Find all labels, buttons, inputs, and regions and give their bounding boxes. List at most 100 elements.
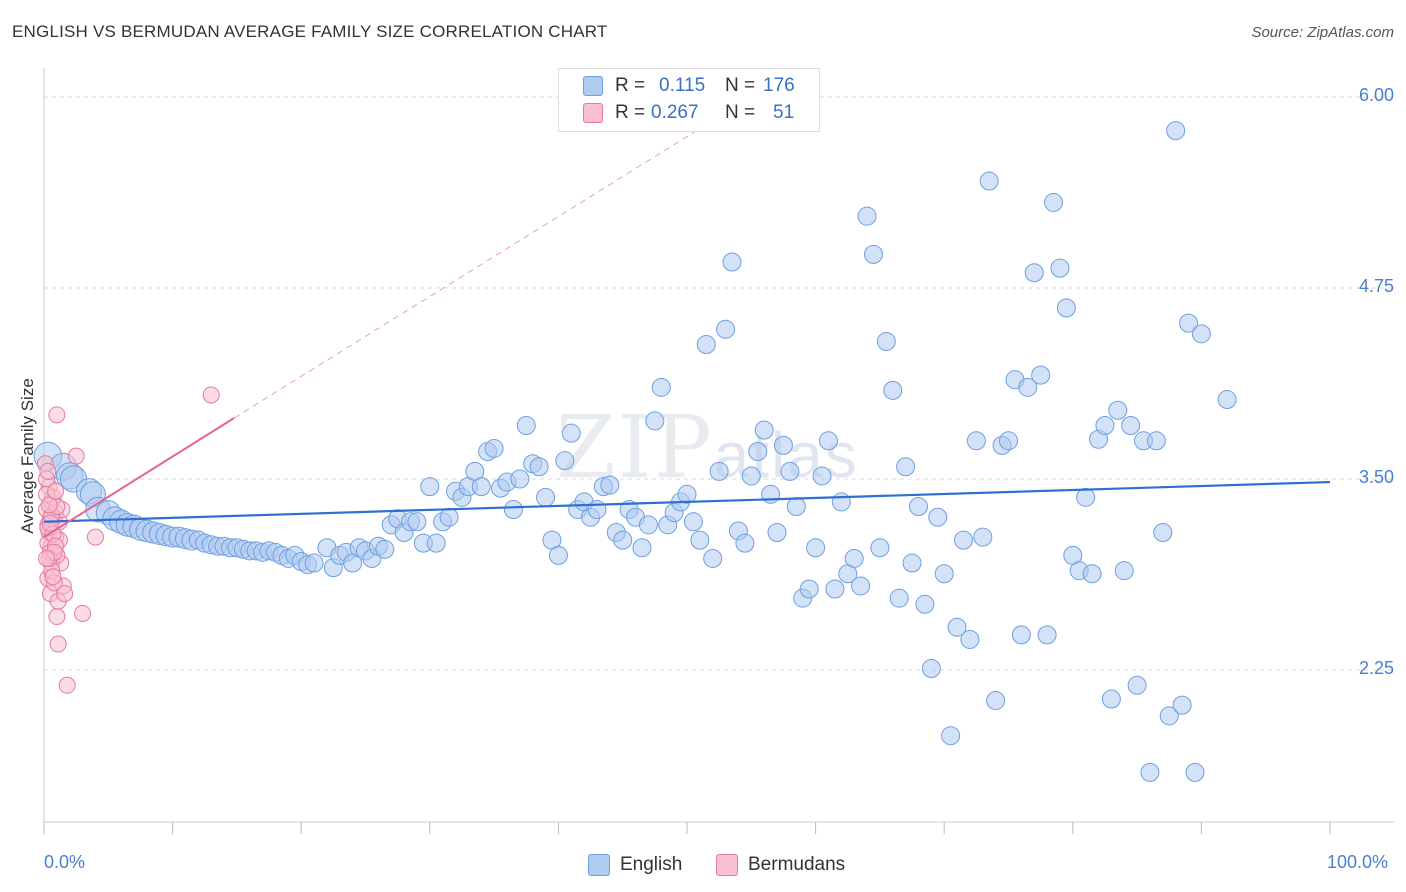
- correlation-legend: R = 0.115 N = 176 R = 0.267 N = 51: [558, 68, 820, 132]
- bermudans-point: [67, 447, 85, 465]
- english-point: [947, 617, 967, 637]
- bermudans-point: [38, 549, 56, 567]
- bermudans-point: [44, 568, 62, 586]
- english-point: [1011, 625, 1031, 645]
- bermudans-point: [49, 635, 67, 653]
- english-point: [818, 431, 838, 451]
- y-tick-label: 6.00: [1358, 85, 1394, 105]
- english-point: [638, 515, 658, 535]
- bermudans-point: [47, 482, 65, 500]
- english-point: [754, 420, 774, 440]
- english-trend-line: [43, 480, 1331, 523]
- english-point: [786, 497, 806, 517]
- english-point: [1172, 695, 1192, 715]
- english-point: [375, 539, 395, 559]
- english-point: [889, 588, 909, 608]
- english-point: [555, 451, 575, 471]
- english-point: [870, 538, 890, 558]
- bermudans-trend-extension: [234, 104, 739, 419]
- bermudans-trend-line: [43, 417, 235, 538]
- english-point: [561, 423, 581, 443]
- english-point: [883, 380, 903, 400]
- watermark: ZIPatlas: [556, 398, 859, 498]
- bermudans-point: [58, 676, 76, 694]
- english-point: [510, 469, 530, 489]
- bermudans-point: [48, 406, 66, 424]
- english-point: [1121, 416, 1141, 436]
- english-point: [812, 466, 832, 486]
- bermudans-point: [41, 514, 59, 532]
- english-point: [1146, 431, 1166, 451]
- english-point: [1159, 706, 1179, 726]
- legend-r-value: 0.115: [659, 75, 706, 96]
- english-point: [1140, 762, 1160, 782]
- english-point: [716, 319, 736, 339]
- english-point: [773, 435, 793, 455]
- english-point: [1114, 561, 1134, 581]
- english-point: [1217, 390, 1237, 410]
- english-point: [587, 500, 607, 520]
- english-point: [806, 538, 826, 558]
- bermudans-swatch: [716, 854, 738, 876]
- english-point: [645, 411, 665, 431]
- english-point: [1031, 365, 1051, 385]
- english-point: [902, 553, 922, 573]
- english-point: [1185, 762, 1205, 782]
- bermudans-point: [40, 496, 58, 514]
- english-point: [536, 487, 556, 507]
- x-tick-label-max: 100.0%: [1327, 852, 1389, 872]
- english-point: [426, 533, 446, 553]
- english-point: [1127, 675, 1147, 695]
- bermudans-point: [39, 462, 57, 480]
- english-point: [825, 579, 845, 599]
- english-point: [703, 548, 723, 568]
- bermudans-point: [74, 604, 92, 622]
- english-point: [831, 492, 851, 512]
- bermudans-point: [48, 608, 66, 626]
- legend-r-label: R =: [615, 102, 646, 123]
- english-point: [632, 538, 652, 558]
- english-point: [973, 527, 993, 547]
- english-point: [471, 477, 491, 497]
- bottom-legend-bermudans-label: Bermudans: [748, 854, 846, 875]
- english-point: [941, 726, 961, 746]
- english-point: [934, 564, 954, 584]
- english-point: [1179, 313, 1199, 333]
- english-point: [1018, 377, 1038, 397]
- y-tick-label: 3.50: [1358, 467, 1394, 487]
- english-point: [921, 658, 941, 678]
- english-point: [1153, 522, 1173, 542]
- english-point: [953, 530, 973, 550]
- legend-r-label: R =: [615, 75, 646, 96]
- english-swatch: [583, 76, 603, 96]
- legend-n-value: 176: [763, 75, 795, 96]
- english-point: [1191, 324, 1211, 344]
- english-point: [844, 548, 864, 568]
- english-point: [741, 466, 761, 486]
- english-point: [780, 461, 800, 481]
- english-point: [503, 500, 523, 520]
- english-point: [709, 461, 729, 481]
- english-point: [600, 475, 620, 495]
- bermudans-point: [86, 528, 104, 546]
- legend-n-value: 51: [773, 102, 795, 123]
- english-point: [683, 512, 703, 532]
- watermark-text-big: ZIP: [556, 398, 714, 498]
- english-point: [420, 477, 440, 497]
- english-point: [1044, 192, 1064, 212]
- english-point: [304, 553, 324, 573]
- english-point: [1056, 298, 1076, 318]
- english-point: [908, 497, 928, 517]
- english-point: [960, 629, 980, 649]
- english-point: [1082, 564, 1102, 584]
- english-point: [548, 545, 568, 565]
- english-point: [1076, 487, 1096, 507]
- english-point: [1166, 121, 1186, 141]
- legend-n-label: N =: [725, 75, 756, 96]
- english-point: [439, 507, 459, 527]
- english-point: [999, 431, 1018, 451]
- english-point: [529, 457, 549, 477]
- bottom-legend-english-label: English: [620, 854, 683, 875]
- english-point: [979, 171, 999, 191]
- english-point: [690, 530, 710, 550]
